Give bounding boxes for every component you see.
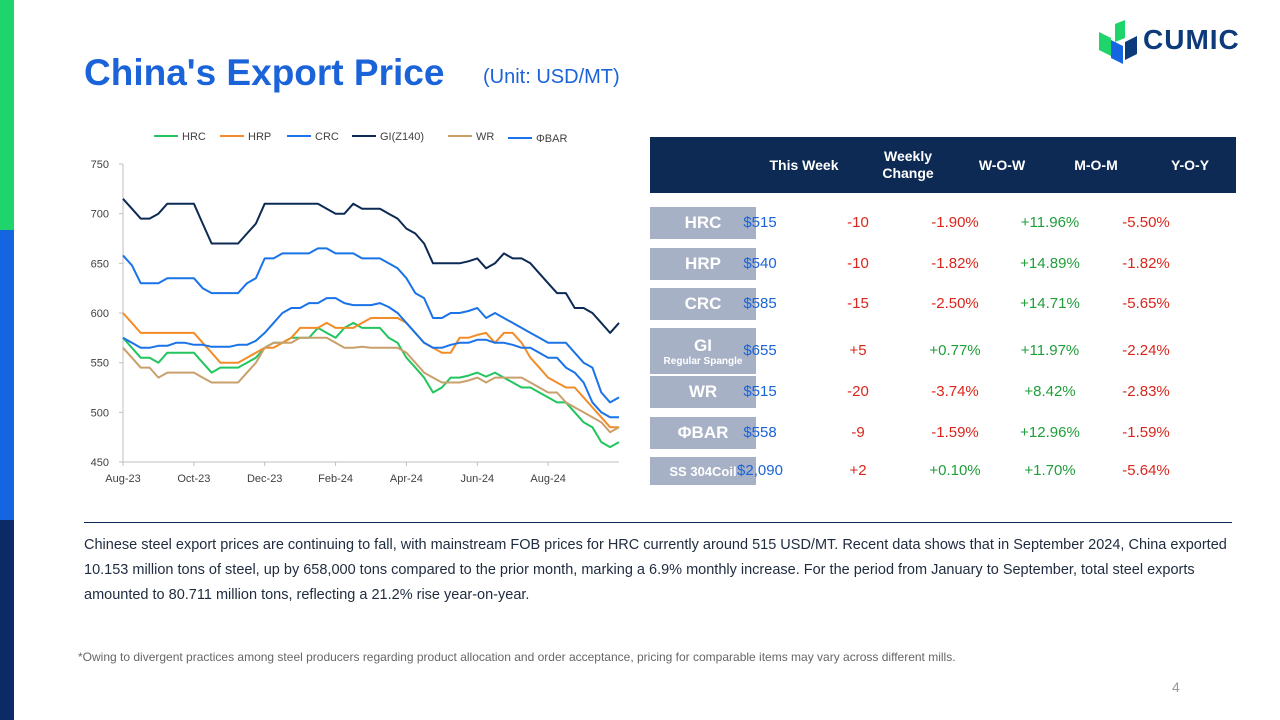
x-tick-label: Apr-24 — [390, 473, 423, 485]
row-label-text: WR — [688, 382, 718, 401]
cell-weekly-change: -9 — [851, 424, 865, 441]
accent-bar-green — [0, 0, 14, 230]
cell-this-week: $2,090 — [737, 462, 783, 479]
table-header: This Week Weekly Change W-O-W M-O-M Y-O-… — [650, 137, 1236, 193]
cell-this-week: $515 — [743, 383, 777, 400]
legend-label: HRC — [182, 131, 206, 143]
y-tick-label: 450 — [91, 457, 109, 469]
series-line-crc — [122, 297, 619, 419]
x-tick-label: Aug-24 — [530, 473, 565, 485]
row-label-text: HRP — [685, 254, 721, 273]
x-tick-label: Oct-23 — [177, 473, 210, 485]
cell-mom: +1.70% — [1024, 462, 1076, 479]
y-tick-label: 650 — [91, 258, 109, 270]
cell-wow: -3.74% — [931, 383, 979, 400]
divider — [84, 522, 1232, 523]
cell-this-week: $515 — [743, 214, 777, 231]
cell-wow: +0.77% — [929, 342, 981, 359]
cell-wow: -1.59% — [931, 424, 979, 441]
cell-wow: +0.10% — [929, 462, 981, 479]
x-tick-label: Aug-23 — [105, 473, 140, 485]
cell-weekly-change: -15 — [847, 295, 869, 312]
row-label-0: HRC — [650, 207, 756, 239]
row-label-text: ΦBAR — [677, 423, 729, 442]
legend-label: HRP — [248, 131, 271, 143]
row-label-3: GI Regular Spangle — [650, 328, 756, 374]
cell-weekly-change: +5 — [849, 342, 867, 359]
cumic-logo: CUMIC — [1097, 20, 1257, 70]
cell-yoy: -2.83% — [1122, 383, 1170, 400]
legend-label: CRC — [315, 131, 339, 143]
cell-mom: +14.71% — [1020, 295, 1080, 312]
row-label-5: ΦBAR — [650, 417, 756, 449]
cell-weekly-change: -10 — [847, 214, 869, 231]
cell-wow: -1.90% — [931, 214, 979, 231]
row-sublabel: Regular Spangle — [663, 355, 743, 367]
cell-this-week: $585 — [743, 295, 777, 312]
y-tick-label: 550 — [91, 358, 109, 370]
header-weekly-change: Weekly Change — [882, 148, 934, 181]
header-yoy: Y-O-Y — [1170, 156, 1210, 173]
cell-this-week: $655 — [743, 342, 777, 359]
x-tick-label: Jun-24 — [460, 473, 494, 485]
row-label-text: HRC — [684, 213, 722, 232]
accent-bar-blue — [0, 230, 14, 520]
row-label-2: CRC — [650, 288, 756, 320]
cell-weekly-change: +2 — [849, 462, 867, 479]
series-line-hrc — [122, 321, 620, 449]
page-title: China's Export Price — [84, 52, 445, 93]
header-wow: W-O-W — [978, 156, 1026, 173]
cell-mom: +14.89% — [1020, 255, 1080, 272]
y-tick-label: 500 — [91, 407, 109, 419]
cell-weekly-change: -10 — [847, 255, 869, 272]
series-line-hrp — [122, 312, 619, 429]
cell-mom: +11.97% — [1020, 342, 1080, 359]
cell-weekly-change: -20 — [847, 383, 869, 400]
row-label-text: GI — [694, 335, 712, 355]
series-line-bar — [122, 247, 620, 404]
cell-yoy: -5.50% — [1122, 214, 1170, 231]
cell-yoy: -2.24% — [1122, 342, 1170, 359]
cell-mom: +12.96% — [1020, 424, 1080, 441]
header-this-week: This Week — [769, 156, 839, 173]
page-number: 4 — [1172, 679, 1180, 695]
row-label-6: SS 304Coil — [650, 457, 756, 485]
cell-mom: +8.42% — [1024, 383, 1076, 400]
cell-wow: -2.50% — [931, 295, 979, 312]
cell-yoy: -1.82% — [1122, 255, 1170, 272]
summary-text: Chinese steel export prices are continui… — [84, 537, 1227, 603]
header-mom: M-O-M — [1074, 156, 1118, 173]
row-label-4: WR — [650, 376, 756, 408]
series-line-wr — [122, 336, 620, 434]
cell-mom: +11.96% — [1020, 214, 1080, 231]
cell-yoy: -1.59% — [1122, 424, 1170, 441]
y-tick-label: 750 — [91, 159, 109, 171]
logo-text: CUMIC — [1143, 24, 1240, 55]
cell-this-week: $540 — [743, 255, 777, 272]
footnote: *Owing to divergent practices among stee… — [78, 650, 956, 664]
row-label-text: SS 304Coil — [669, 463, 737, 479]
accent-bar-navy — [0, 520, 14, 720]
legend-label: ΦBAR — [536, 133, 567, 145]
row-label-1: HRP — [650, 248, 756, 280]
export-price-chart: 450 500 550 600 650 700 750 Aug-23 Oct-23 Dec-23 F… — [91, 131, 620, 485]
legend-label: WR — [476, 131, 494, 143]
x-tick-label: Dec-23 — [247, 473, 282, 485]
cell-wow: -1.82% — [931, 255, 979, 272]
legend-label: GI(Z140) — [380, 131, 424, 143]
cell-yoy: -5.65% — [1122, 295, 1170, 312]
series-line-gi-z140 — [122, 198, 620, 334]
logo-mark-icon — [1099, 20, 1137, 64]
unit-label: (Unit: USD/MT) — [483, 66, 620, 88]
cell-yoy: -5.64% — [1122, 462, 1170, 479]
cell-this-week: $558 — [743, 424, 777, 441]
x-tick-label: Feb-24 — [318, 473, 353, 485]
y-tick-label: 600 — [91, 308, 109, 320]
y-tick-label: 700 — [91, 209, 109, 221]
row-label-text: CRC — [684, 294, 722, 313]
